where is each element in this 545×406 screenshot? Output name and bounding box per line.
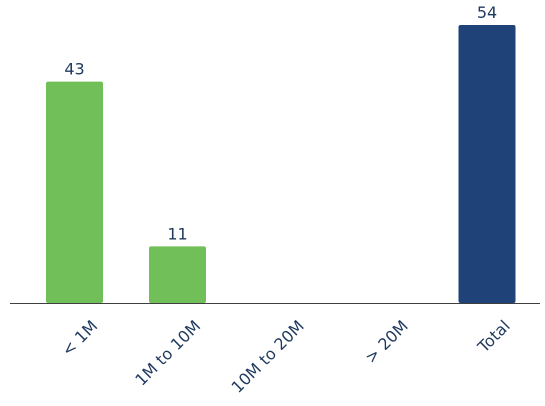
x-tick-label-2: 10M to 20M	[228, 316, 308, 396]
x-tick-label-1: 1M to 10M	[131, 316, 204, 389]
bar-4	[458, 25, 516, 303]
value-label-4: 54	[477, 3, 497, 22]
value-label-1: 11	[167, 224, 187, 243]
x-tick-label-4: Total	[473, 316, 514, 357]
bar-0	[46, 81, 103, 303]
bars-group	[46, 25, 516, 303]
x-tick-labels-group: < 1M 1M to 10M 10M to 20M > 20M Total	[58, 316, 514, 396]
value-label-0: 43	[64, 60, 84, 79]
x-tick-label-0: < 1M	[58, 316, 101, 359]
value-labels-group: 43 11 54	[64, 3, 497, 243]
x-tick-label-3: > 20M	[361, 316, 412, 367]
bar-1	[149, 246, 206, 303]
